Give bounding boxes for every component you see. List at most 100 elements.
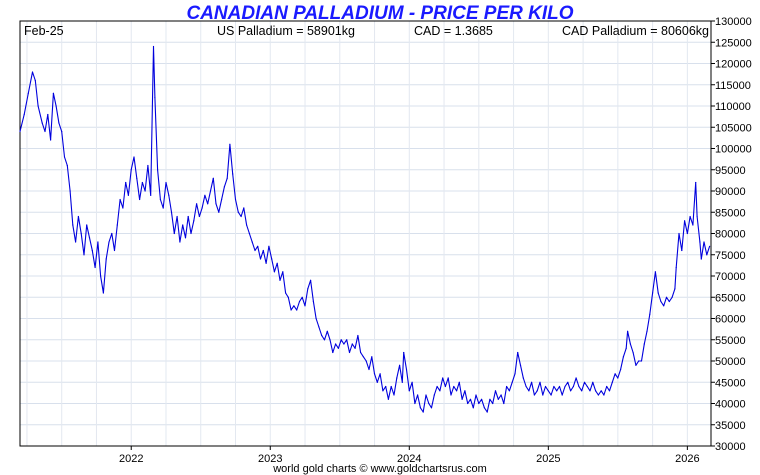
y-tick-label: 55000: [715, 335, 746, 347]
data-point: [371, 356, 373, 358]
x-tick-label: 2022: [119, 453, 143, 465]
data-point: [97, 241, 99, 243]
data-point: [273, 271, 275, 273]
data-point: [91, 249, 93, 252]
data-point: [401, 381, 403, 383]
x-axis: 2022 2023 2024 2025 2026: [119, 446, 700, 465]
y-tick-label: 80000: [715, 229, 746, 241]
data-point: [80, 232, 82, 235]
data-point: [37, 105, 39, 107]
data-point: [111, 232, 113, 235]
data-point: [265, 262, 267, 264]
data-point: [461, 398, 463, 400]
data-point: [243, 207, 245, 209]
data-point: [136, 177, 138, 179]
data-point: [354, 347, 356, 349]
data-point: [179, 241, 181, 243]
data-point: [298, 300, 301, 303]
y-tick-label: 75000: [715, 250, 746, 262]
data-point: [581, 390, 583, 392]
data-point: [113, 249, 116, 252]
data-point: [611, 381, 613, 383]
series-line: [19, 45, 711, 413]
x-tick-label: 2025: [536, 453, 560, 465]
data-point: [176, 215, 178, 218]
data-point: [47, 113, 49, 116]
data-point: [597, 394, 600, 396]
data-point: [478, 402, 480, 405]
data-point: [643, 343, 645, 345]
data-point: [649, 313, 651, 315]
data-point: [348, 351, 351, 354]
data-point: [196, 203, 198, 205]
data-point: [240, 215, 242, 218]
data-point: [86, 224, 88, 226]
data-point: [221, 198, 223, 201]
data-point: [102, 292, 104, 294]
data-point: [58, 122, 60, 124]
data-point: [561, 394, 563, 396]
data-point: [411, 381, 413, 383]
data-point: [654, 271, 657, 273]
data-point: [326, 330, 328, 332]
data-point: [396, 377, 398, 379]
data-point: [147, 164, 149, 167]
data-point: [268, 245, 270, 247]
x-tick-label: 2026: [675, 453, 699, 465]
y-tick-label: 105000: [715, 122, 752, 134]
data-point: [387, 398, 389, 400]
data-point: [19, 130, 21, 133]
data-point: [663, 305, 665, 307]
data-point: [63, 156, 66, 158]
data-point: [201, 207, 203, 209]
data-point: [640, 360, 643, 362]
y-tick-label: 125000: [715, 37, 752, 49]
data-point: [458, 381, 460, 383]
data-point: [94, 266, 96, 269]
data-point: [312, 300, 314, 303]
data-point: [41, 122, 43, 124]
y-axis: 30000 35000 40000 45000 50000 55000 60000 65000…: [711, 16, 752, 453]
y-tick-label: 90000: [715, 186, 746, 198]
data-point: [525, 385, 527, 388]
data-point: [408, 390, 410, 392]
data-point: [403, 351, 405, 354]
data-point: [417, 394, 419, 396]
data-point: [629, 343, 632, 345]
x-tick-label: 2023: [258, 453, 282, 465]
data-point: [373, 373, 376, 375]
data-point: [150, 194, 152, 196]
data-point: [595, 390, 597, 392]
data-point: [519, 364, 522, 366]
data-point: [614, 373, 616, 375]
y-tick-label: 110000: [715, 101, 751, 113]
data-point: [542, 394, 544, 396]
data-point: [556, 390, 558, 392]
data-point: [464, 390, 466, 392]
data-point: [368, 368, 370, 371]
data-point: [425, 394, 427, 396]
data-point: [215, 203, 217, 205]
data-point: [259, 258, 262, 260]
data-point: [69, 190, 71, 192]
data-point: [674, 288, 676, 290]
data-point: [157, 169, 159, 171]
x-tick-label: 2024: [397, 453, 421, 465]
data-point: [154, 96, 156, 99]
data-point: [204, 194, 206, 196]
data-point: [55, 105, 57, 107]
data-point: [365, 360, 367, 362]
data-point: [193, 220, 195, 222]
footer-credit: world gold charts © www.goldchartsrus.co…: [272, 463, 487, 475]
data-point: [531, 381, 533, 383]
data-point: [323, 339, 326, 341]
y-tick-label: 45000: [715, 377, 746, 389]
data-point: [187, 215, 189, 218]
data-point: [600, 390, 602, 392]
data-point: [229, 143, 231, 145]
data-point: [486, 411, 488, 413]
data-point: [116, 224, 118, 226]
usd-price-label: US Palladium = 58901kg: [217, 24, 355, 38]
data-point: [262, 249, 264, 252]
data-point: [450, 394, 452, 396]
